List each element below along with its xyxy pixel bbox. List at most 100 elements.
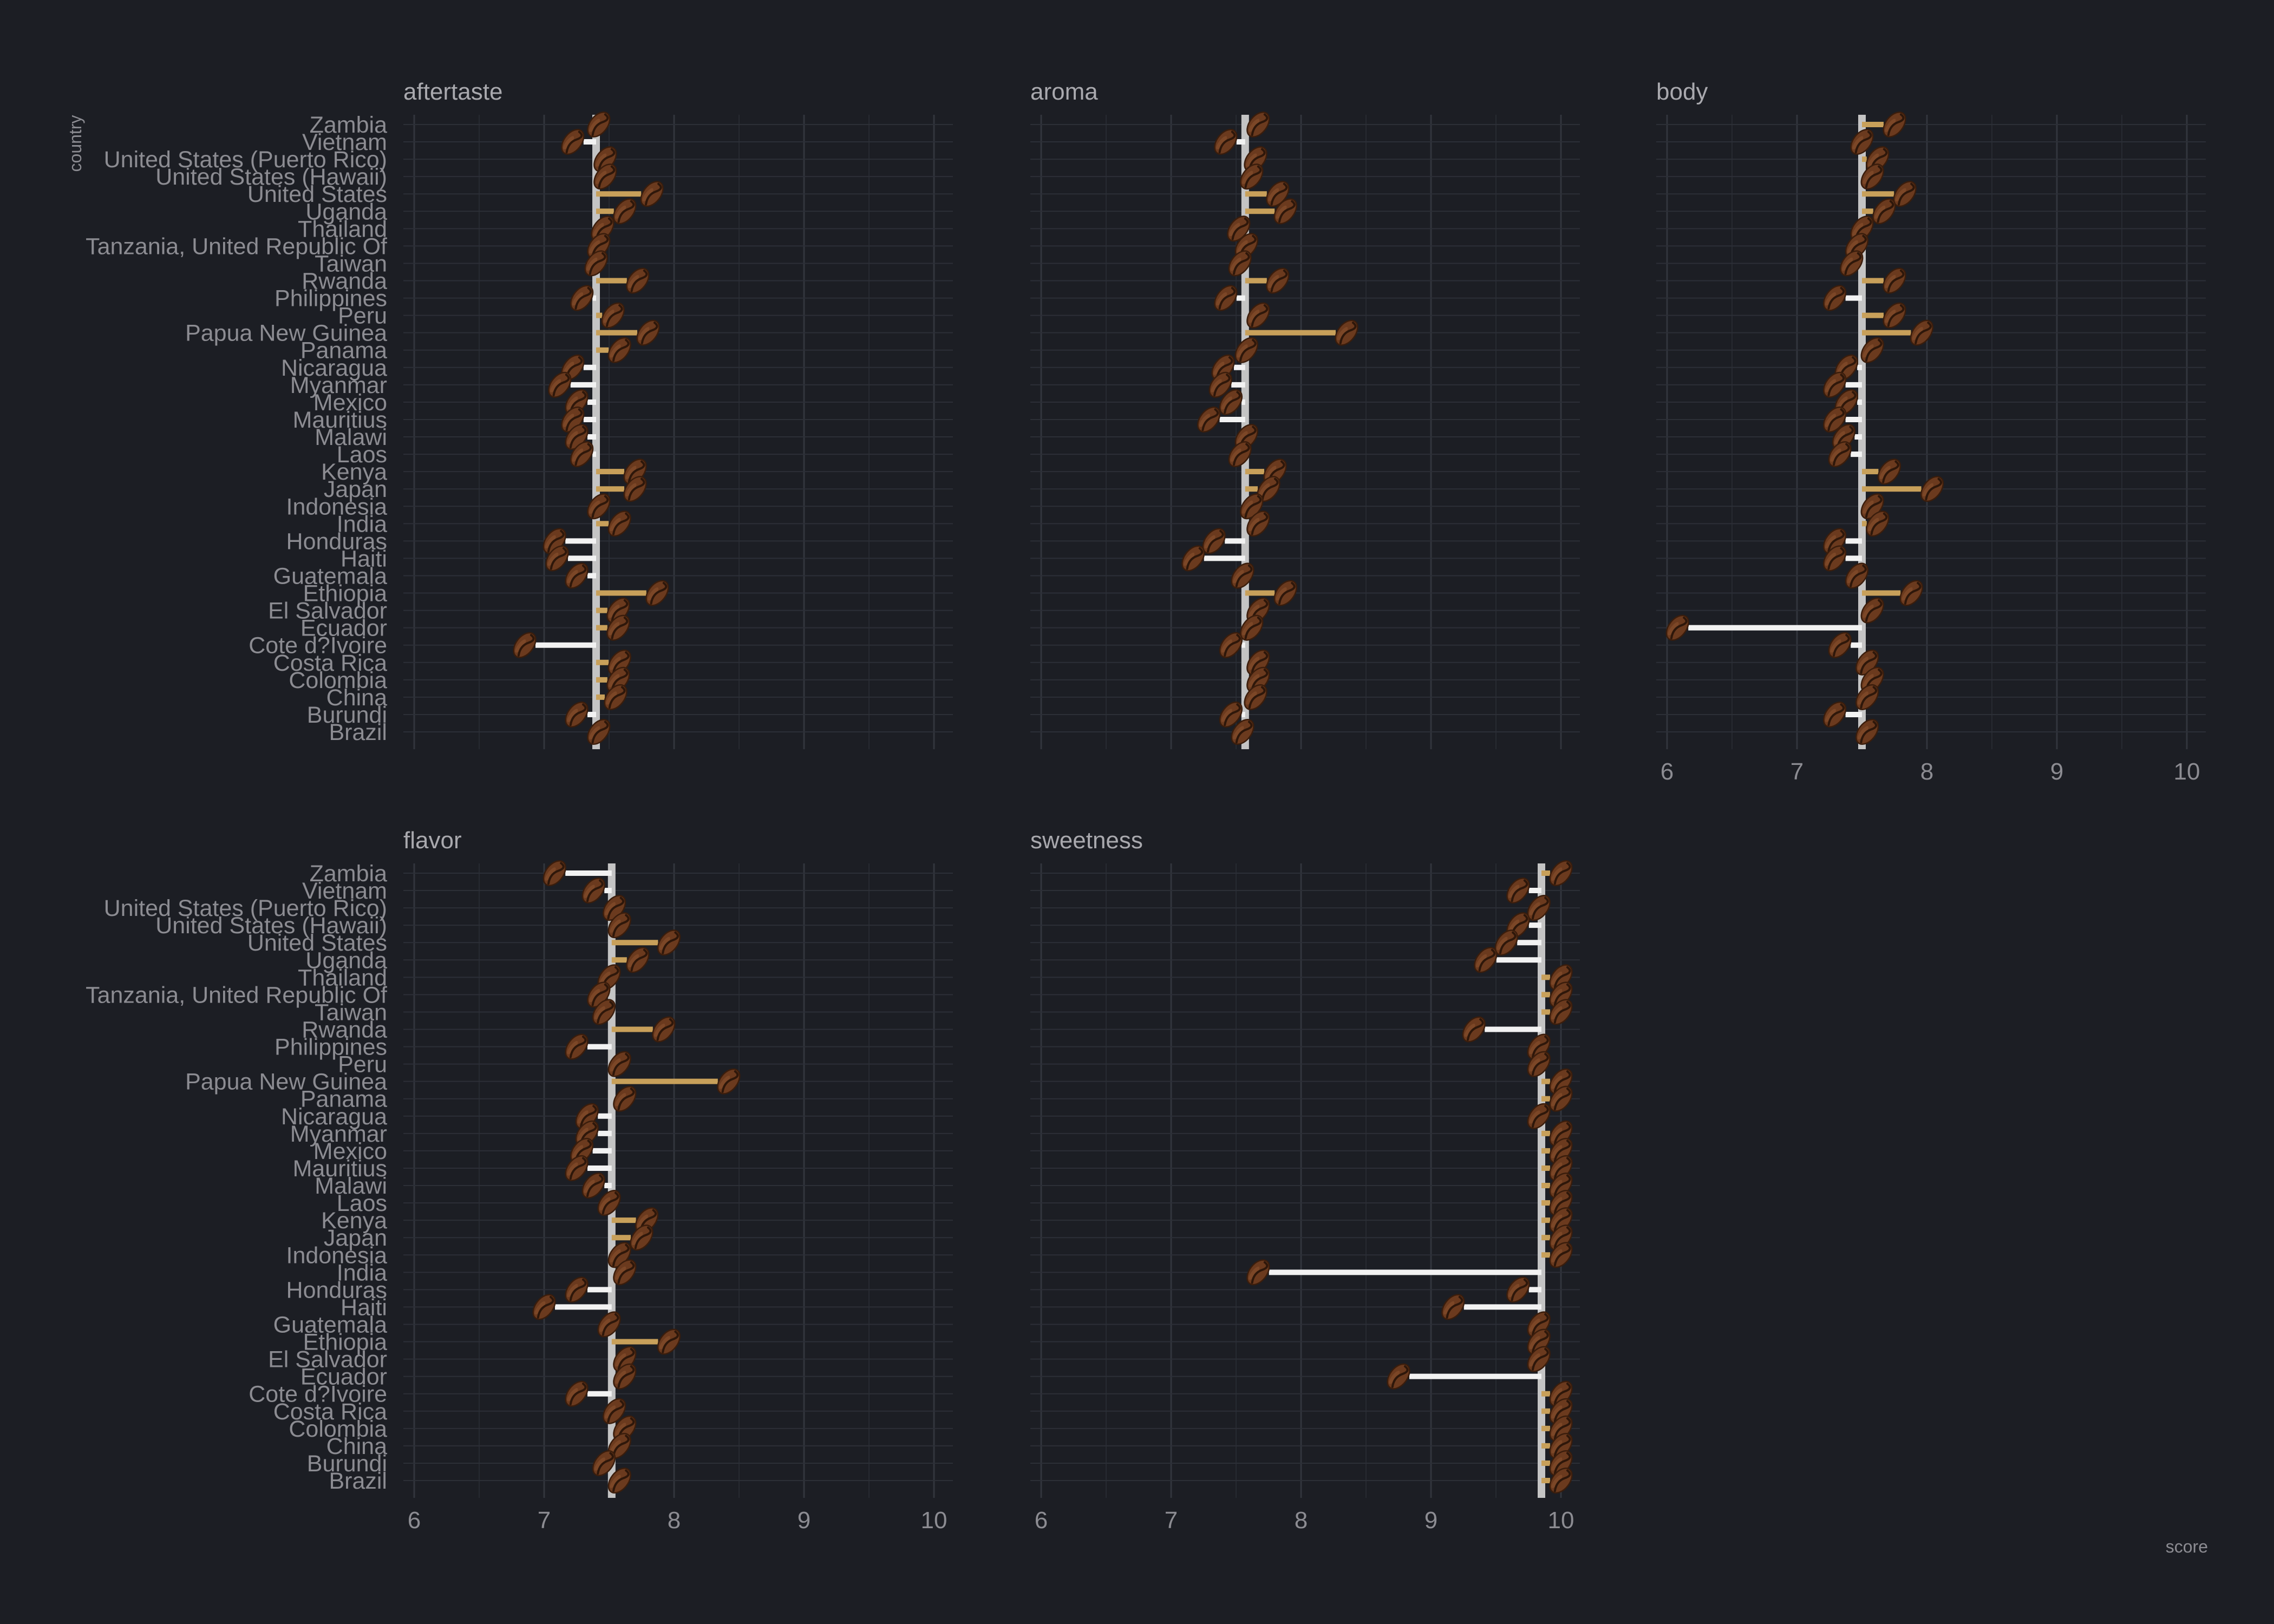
coffee-bean-point — [1266, 181, 1290, 207]
coffee-bean-point — [565, 701, 589, 728]
coffee-bean-point — [1883, 302, 1906, 329]
coffee-bean-point — [1899, 580, 1923, 606]
x-axis-title: score — [2166, 1537, 2208, 1556]
country-label: Haiti — [341, 546, 387, 572]
coffee-bean-point — [1506, 878, 1530, 904]
country-label: Panama — [300, 1086, 387, 1112]
panel-title: aroma — [1030, 78, 1098, 105]
coffee-bean-point — [1266, 267, 1290, 294]
coffee-bean-point — [1494, 929, 1518, 956]
coffee-bean-point — [1246, 112, 1270, 137]
country-label: Mexico — [313, 390, 387, 416]
coffee-bean-point — [1228, 250, 1252, 277]
country-label: Thailand — [298, 216, 387, 242]
country-label: Burundi — [307, 1451, 387, 1477]
country-label: United States (Puerto Rico) — [104, 895, 387, 921]
coffee-bean-point — [1219, 389, 1243, 415]
country-label: Haiti — [341, 1294, 387, 1320]
coffee-bean-point — [607, 337, 631, 363]
country-label: El Salvador — [268, 598, 387, 624]
country-label: Tanzania, United Republic Of — [86, 982, 388, 1008]
coffee-bean-point — [532, 1294, 556, 1320]
country-label: Philippines — [275, 1034, 387, 1060]
country-label: United States — [247, 181, 387, 207]
coffee-bean-point — [1246, 302, 1270, 329]
coffee-bean-point — [1872, 198, 1896, 225]
coffee-bean-point — [630, 1224, 654, 1251]
x-tick-label: 6 — [1035, 1507, 1048, 1534]
coffee-bean-point — [570, 441, 594, 468]
country-label: El Salvador — [268, 1347, 387, 1373]
coffee-bean-point — [1387, 1363, 1410, 1390]
coffee-bean-point — [597, 1311, 621, 1338]
coffee-bean-point — [587, 112, 611, 137]
coffee-bean-point — [565, 562, 589, 589]
coffee-bean-point — [1231, 562, 1254, 589]
coffee-bean-point — [1441, 1294, 1465, 1320]
country-label: Taiwan — [315, 999, 387, 1025]
country-label: Vietnam — [302, 878, 387, 904]
coffee-bean-point — [1240, 614, 1264, 641]
coffee-bean-point — [1197, 406, 1221, 433]
country-label: Rwanda — [302, 1017, 387, 1043]
coffee-bean-point — [1860, 597, 1884, 624]
country-label: Indonesia — [286, 1242, 388, 1268]
coffee-bean-point — [570, 285, 594, 311]
country-label: Malawi — [315, 1173, 387, 1199]
country-label: Laos — [337, 442, 387, 468]
coffee-bean-point — [607, 1051, 631, 1077]
country-label: Mauritius — [293, 407, 387, 433]
coffee-bean-point — [1822, 285, 1847, 311]
coffee-bean-point — [1910, 319, 1934, 346]
coffee-bean-point — [1181, 545, 1205, 572]
coffee-bean-point — [545, 545, 569, 572]
panel-body: body 6 7 8 9 10 — [1656, 78, 2206, 785]
coffee-bean-point — [548, 371, 572, 398]
country-label: Mauritius — [293, 1156, 387, 1182]
country-label: Ecuador — [300, 1364, 387, 1390]
country-label: Indonesia — [286, 494, 388, 520]
country-label: Kenya — [321, 459, 387, 485]
country-label: Panama — [300, 338, 387, 364]
coffee-bean-point — [1822, 701, 1847, 728]
coffee-bean-point — [613, 1085, 637, 1112]
coffee-bean-point — [1527, 1051, 1551, 1077]
x-tick-label: 8 — [1920, 758, 1933, 785]
coffee-bean-point — [1257, 476, 1280, 502]
country-label: Peru — [338, 303, 387, 329]
coffee-bean-point — [626, 267, 650, 294]
country-label: Colombia — [289, 667, 387, 693]
coffee-bean-point — [623, 476, 647, 502]
coffee-bean-point — [1828, 632, 1852, 658]
coffee-bean-point — [717, 1068, 741, 1095]
country-label: United States (Puerto Rico) — [104, 147, 387, 173]
coffee-bean-point — [593, 146, 617, 173]
country-label: Cote d?Ivoire — [249, 1381, 387, 1407]
country-label: Japan — [324, 1225, 387, 1251]
country-label: Myanmar — [290, 1121, 387, 1147]
panel-title: sweetness — [1030, 827, 1143, 854]
coffee-bean-point — [1850, 129, 1874, 155]
coffee-bean-point — [602, 1398, 626, 1424]
coffee-bean-point — [1231, 719, 1254, 745]
coffee-bean-point — [1883, 267, 1906, 294]
country-label: Cote d?Ivoire — [249, 633, 387, 659]
coffee-bean-point — [1855, 719, 1879, 745]
country-label: Burundi — [307, 702, 387, 728]
country-label: Ethiopia — [303, 581, 387, 607]
coffee-bean-point — [1877, 459, 1901, 485]
x-tick-label: 8 — [1295, 1507, 1308, 1534]
country-label: Nicaragua — [281, 355, 387, 381]
country-label: Costa Rica — [273, 1399, 387, 1425]
x-tick-label: 7 — [1165, 1507, 1178, 1534]
coffee-bean-point — [601, 302, 625, 329]
coffee-bean-point — [1893, 181, 1917, 207]
coffee-bean-point — [657, 1328, 681, 1355]
coffee-bean-point — [1273, 580, 1297, 606]
x-tick-label: 10 — [921, 1507, 948, 1534]
coffee-bean-point — [606, 614, 630, 641]
x-tick-label: 6 — [408, 1507, 421, 1534]
x-tick-label: 7 — [538, 1507, 551, 1534]
coffee-bean-point — [1246, 510, 1270, 537]
